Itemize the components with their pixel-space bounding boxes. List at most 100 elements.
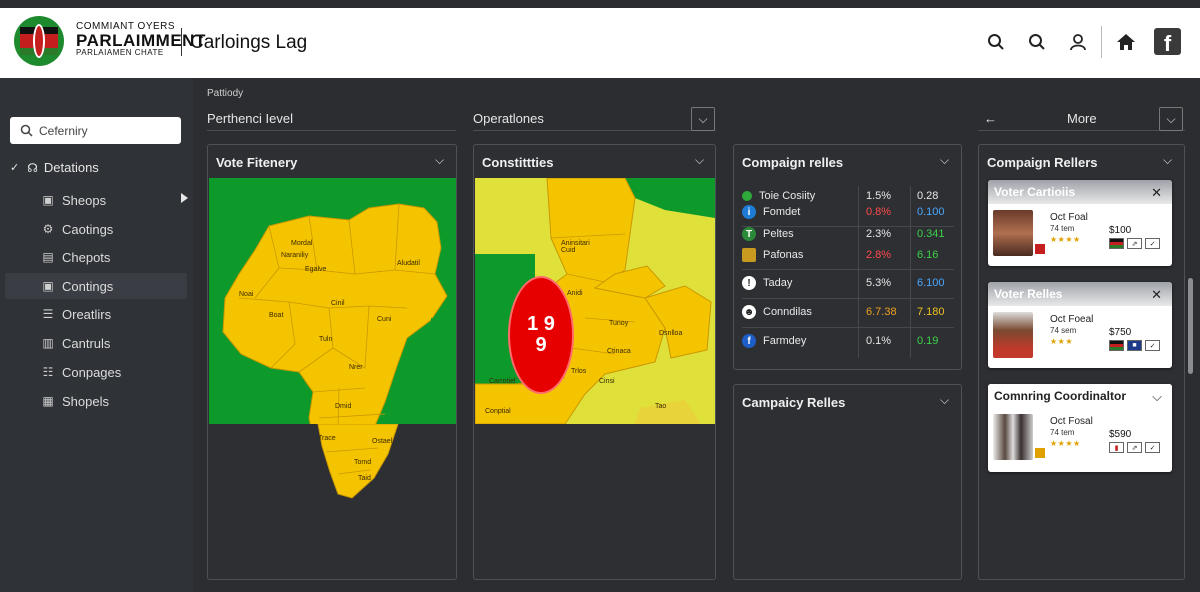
stat-label: Conndilas bbox=[763, 306, 812, 318]
africa-map[interactable]: Mordal Egalve Aludatil Naraniliy Noai Ci… bbox=[209, 178, 456, 424]
search-input[interactable]: Ceferniry bbox=[10, 117, 181, 144]
candidate-card[interactable]: Voter Cartioiis ✕ Oct Foal 74 tem ★★★★ $… bbox=[988, 180, 1172, 266]
stat-row[interactable]: i Fomdet 0.8% 0.100 bbox=[742, 202, 954, 222]
header-divider bbox=[1101, 26, 1102, 58]
sidebar-item-chepots[interactable]: ▤ Chepots bbox=[40, 244, 187, 270]
panel-title: Compaign Rellers bbox=[987, 155, 1098, 170]
stat-row[interactable]: ☻ Conndilas 6.7.38 7.180 bbox=[742, 302, 954, 322]
sidebar-item-label: Caotings bbox=[62, 221, 114, 237]
map-label: Tuln bbox=[319, 336, 333, 343]
map-label: Cinil bbox=[331, 300, 345, 307]
share-icon[interactable]: ⇗ bbox=[1127, 238, 1142, 249]
group-photo bbox=[993, 414, 1033, 460]
column-header-more[interactable]: ← More bbox=[978, 107, 1185, 131]
map-label: Tunoy bbox=[609, 320, 629, 327]
stat-value: 7.180 bbox=[917, 306, 945, 318]
checkbox-icon[interactable]: ✓ bbox=[1145, 238, 1160, 249]
chevron-down-icon[interactable]: ⌵ bbox=[1159, 107, 1183, 131]
stat-value: 0.100 bbox=[917, 206, 945, 218]
caret-right-icon[interactable] bbox=[181, 193, 188, 203]
candidate-card[interactable]: Comnring Coordinaltor ⌵ Oct Fosal 74 tem… bbox=[988, 384, 1172, 472]
sidebar: Ceferniry ✓ ☊ Detations ▣ Sheops ⚙ Caoting… bbox=[0, 78, 193, 592]
africa-map-svg bbox=[222, 203, 456, 424]
chevron-down-icon[interactable]: ⌵ bbox=[940, 393, 950, 407]
stat-value: 6.100 bbox=[917, 277, 945, 289]
document-icon: ▥ bbox=[42, 336, 54, 350]
chevron-down-icon[interactable]: ⌵ bbox=[1152, 389, 1162, 404]
sidebar-item-detations[interactable]: ✓ ☊ Detations bbox=[10, 160, 99, 175]
stat-value: 2.3% bbox=[866, 228, 892, 240]
africa-map-south bbox=[317, 424, 399, 499]
checkbox-icon[interactable]: ✓ bbox=[1145, 442, 1160, 453]
facebook-icon[interactable]: f bbox=[1154, 28, 1181, 55]
sidebar-item-conpages[interactable]: ☷ Conpages bbox=[40, 359, 187, 385]
sidebar-item-cantruls[interactable]: ▥ Cantruls bbox=[40, 330, 187, 356]
sidebar-item-shopels[interactable]: ▦ Shopels bbox=[40, 388, 187, 414]
document-icon: ▤ bbox=[42, 250, 54, 264]
sidebar-item-label: Detations bbox=[43, 160, 99, 175]
constituency-map[interactable]: Aninsitari Cuid Anidi Tunoy Dsnlloa Ctin… bbox=[475, 178, 715, 424]
parliament-logo[interactable] bbox=[14, 16, 64, 66]
row-divider bbox=[742, 298, 954, 299]
dot-icon bbox=[742, 191, 752, 201]
chevron-down-icon: ✓ bbox=[10, 162, 20, 174]
sidebar-item-oreatlirs[interactable]: ☰ Oreatlirs bbox=[40, 301, 187, 327]
card-header: Voter Cartioiis ✕ bbox=[988, 180, 1172, 204]
sidebar-item-contings[interactable]: ▣ Contings bbox=[5, 273, 187, 299]
card-header: Comnring Coordinaltor ⌵ bbox=[988, 384, 1172, 408]
top-strip bbox=[0, 0, 1200, 8]
user-icon[interactable] bbox=[1066, 30, 1090, 54]
chevron-down-icon[interactable]: ⌵ bbox=[435, 153, 445, 167]
search-icon[interactable] bbox=[1025, 30, 1049, 54]
card-title: Voter Cartioiis bbox=[994, 185, 1076, 199]
stat-value: 0.341 bbox=[917, 228, 945, 240]
stat-row[interactable]: ! Taday 5.3% 6.100 bbox=[742, 273, 954, 293]
card-title: Voter Relles bbox=[994, 287, 1063, 301]
highlight-marker[interactable]: 1 9 9 bbox=[508, 276, 574, 394]
search-icon[interactable] bbox=[984, 30, 1008, 54]
stat-value: 5.3% bbox=[866, 277, 892, 289]
map-label: Cinsi bbox=[599, 378, 615, 385]
stat-row[interactable]: Toie Cosiity 1.5% 0.28 bbox=[742, 186, 954, 206]
row-divider bbox=[742, 327, 954, 328]
stat-label: Taday bbox=[763, 277, 793, 289]
card-name: Oct Foeal bbox=[1050, 314, 1094, 325]
chevron-down-icon[interactable]: ⌵ bbox=[695, 153, 705, 167]
alert-icon: ! bbox=[742, 276, 756, 290]
scrollbar[interactable] bbox=[1188, 278, 1193, 374]
sidebar-item-sheops[interactable]: ▣ Sheops bbox=[40, 187, 187, 213]
chart-icon: ▦ bbox=[42, 394, 54, 408]
close-icon[interactable]: ✕ bbox=[1151, 185, 1162, 200]
map-label: Aninsitari Cuid bbox=[561, 240, 590, 254]
chevron-down-icon[interactable]: ⌵ bbox=[1163, 153, 1173, 167]
square-icon[interactable]: ■ bbox=[1127, 340, 1142, 351]
stat-label: Pafonas bbox=[763, 249, 804, 261]
compaign-relles-panel: Compaign relles ⌵ bbox=[733, 144, 962, 370]
stat-label: Peltes bbox=[763, 228, 794, 240]
map-label: Ctinaca bbox=[607, 348, 631, 355]
chevron-down-icon[interactable]: ⌵ bbox=[691, 107, 715, 131]
row-divider bbox=[742, 226, 954, 227]
breadcrumb: Pattiody bbox=[207, 88, 244, 99]
share-icon[interactable]: ⇗ bbox=[1127, 442, 1142, 453]
constituency-map-svg bbox=[475, 178, 715, 424]
card-body: Oct Fosal 74 tem ★★★★ $590 ▮ ⇗ ✓ bbox=[988, 408, 1172, 468]
stat-row[interactable]: Pafonas 2.8% 6.16 bbox=[742, 245, 954, 265]
gear-icon: ⚙ bbox=[42, 222, 54, 236]
rating-stars: ★★★ bbox=[1050, 337, 1074, 346]
sidebar-item-caotings[interactable]: ⚙ Caotings bbox=[40, 216, 187, 242]
column-header-operations[interactable]: Operatlones bbox=[473, 107, 716, 131]
facebook-icon: f bbox=[742, 334, 756, 348]
checkbox-icon[interactable]: ✓ bbox=[1145, 340, 1160, 351]
home-icon[interactable] bbox=[1114, 30, 1138, 54]
chevron-down-icon[interactable]: ⌵ bbox=[940, 153, 950, 167]
back-arrow-icon[interactable]: ← bbox=[984, 111, 997, 126]
card-badges: ▮ ⇗ ✓ bbox=[1109, 442, 1160, 453]
stat-row[interactable]: f Farmdey 0.1% 0.19 bbox=[742, 331, 954, 351]
candidate-card[interactable]: Voter Relles ✕ Oct Foeal 74 sem ★★★ $750… bbox=[988, 282, 1172, 368]
search-placeholder: Ceferniry bbox=[39, 123, 88, 138]
card-badges: ⇗ ✓ bbox=[1109, 238, 1160, 249]
stat-row[interactable]: T Peltes 2.3% 0.341 bbox=[742, 224, 954, 244]
close-icon[interactable]: ✕ bbox=[1151, 287, 1162, 302]
stat-label: Farmdey bbox=[763, 335, 807, 347]
